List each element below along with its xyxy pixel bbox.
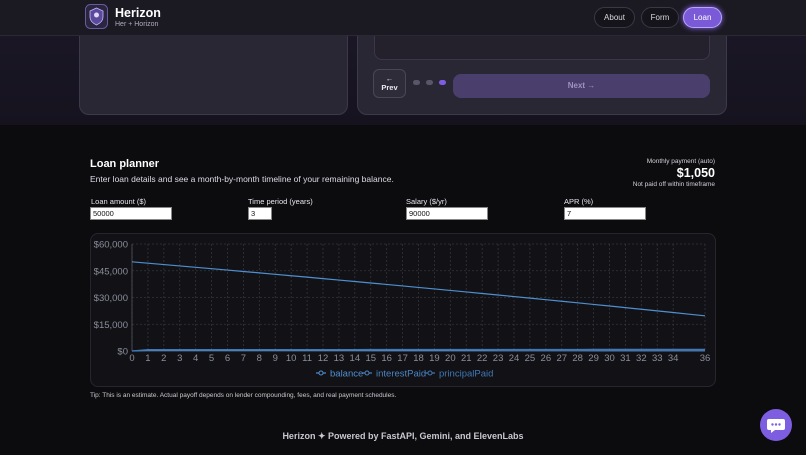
x-tick-label: 3 xyxy=(177,353,182,364)
x-tick-label: 18 xyxy=(413,353,424,364)
nav-form[interactable]: Form xyxy=(641,7,679,28)
x-tick-label: 23 xyxy=(493,353,504,364)
y-tick-label: $30,000 xyxy=(94,293,128,304)
chart: $0$15,000$30,000$45,000$60,0000 1 2 3 4 5 6 7 8 9… xyxy=(94,240,711,380)
nav-about[interactable]: About xyxy=(594,7,635,28)
logo xyxy=(85,4,108,29)
x-tick-label: 24 xyxy=(509,353,520,364)
legend-marker xyxy=(364,370,370,376)
header: Herizon Her + Horizon About Form Loan xyxy=(0,0,806,36)
section-subtitle: Enter loan details and see a month-by-mo… xyxy=(90,174,394,184)
legend-label: balance xyxy=(330,369,363,380)
x-tick-label: 22 xyxy=(477,353,488,364)
legend-label: principalPaid xyxy=(439,369,493,380)
line-series xyxy=(131,349,706,352)
legend-label: interestPaid xyxy=(376,369,426,380)
field-label: Time period (years) xyxy=(248,197,313,206)
x-tick-label: 19 xyxy=(429,353,440,364)
next-button[interactable]: Next → xyxy=(453,74,710,98)
x-tick-label: 21 xyxy=(461,353,472,364)
footer: Herizon ✦ Powered by FastAPI, Gemini, an… xyxy=(282,431,524,441)
x-tick-label: 13 xyxy=(334,353,345,364)
x-tick-label: 9 xyxy=(273,353,278,364)
section-title: Loan planner xyxy=(90,158,160,170)
prev-button[interactable]: ← Prev xyxy=(373,69,406,98)
payment-value: $1,050 xyxy=(676,166,715,180)
x-tick-label: 36 xyxy=(700,353,711,364)
payment-status: Not paid off within timeframe xyxy=(632,181,715,188)
field-input[interactable]: 7 xyxy=(564,207,646,220)
x-tick-label: 6 xyxy=(225,353,230,364)
x-tick-label: 31 xyxy=(620,353,631,364)
x-tick-label: 4 xyxy=(193,353,198,364)
x-tick-label: 12 xyxy=(318,353,329,364)
y-tick-label: $0 xyxy=(117,347,128,358)
dot[interactable] xyxy=(426,80,433,85)
y-tick-label: $45,000 xyxy=(94,266,128,277)
x-tick-label: 16 xyxy=(381,353,392,364)
field-input[interactable]: 90000 xyxy=(406,207,488,220)
x-tick-label: 10 xyxy=(286,353,297,364)
brand-title: Herizon xyxy=(115,6,161,20)
x-tick-label: 30 xyxy=(604,353,615,364)
x-tick-label: 1 xyxy=(145,353,150,364)
x-tick-label: 17 xyxy=(397,353,408,364)
x-tick-label: 32 xyxy=(636,353,647,364)
field-input[interactable]: 3 xyxy=(248,207,272,220)
x-tick-label: 8 xyxy=(257,353,262,364)
x-tick-label: 25 xyxy=(525,353,536,364)
prev-label: Prev xyxy=(381,83,398,92)
field-label: Loan amount ($) xyxy=(91,197,147,206)
field-label: APR (%) xyxy=(564,197,594,206)
x-tick-label: 15 xyxy=(365,353,376,364)
x-tick-label: 0 xyxy=(129,353,134,364)
brand-subtitle: Her + Horizon xyxy=(115,21,159,28)
dot-active[interactable] xyxy=(439,80,446,85)
y-tick-label: $15,000 xyxy=(94,320,128,331)
x-tick-label: 5 xyxy=(209,353,214,364)
x-tick-label: 2 xyxy=(161,353,166,364)
nav-loan[interactable]: Loan xyxy=(683,7,722,28)
x-tick-label: 26 xyxy=(541,353,552,364)
dot[interactable] xyxy=(413,80,420,85)
line-series xyxy=(131,261,706,317)
x-tick-label: 34 xyxy=(668,353,679,364)
line-series xyxy=(131,348,706,352)
legend-marker xyxy=(318,370,324,376)
chat-button[interactable] xyxy=(759,408,793,442)
tip: Tip: This is an estimate. Actual payoff … xyxy=(90,392,397,399)
x-tick-label: 29 xyxy=(588,353,599,364)
prev-icon: ← xyxy=(385,74,394,83)
field-label: Salary ($/yr) xyxy=(406,197,447,206)
chart-box xyxy=(90,233,716,387)
x-tick-label: 33 xyxy=(652,353,663,364)
x-tick-label: 11 xyxy=(302,353,312,364)
y-tick-label: $60,000 xyxy=(94,240,128,251)
x-tick-label: 7 xyxy=(241,353,246,364)
legend-marker xyxy=(427,370,433,376)
x-tick-label: 27 xyxy=(556,353,567,364)
payment-label: Monthly payment (auto) xyxy=(646,158,715,165)
x-tick-label: 14 xyxy=(350,353,361,364)
x-tick-label: 20 xyxy=(445,353,456,364)
x-tick-label: 28 xyxy=(572,353,583,364)
field-input[interactable]: 50000 xyxy=(90,207,172,220)
